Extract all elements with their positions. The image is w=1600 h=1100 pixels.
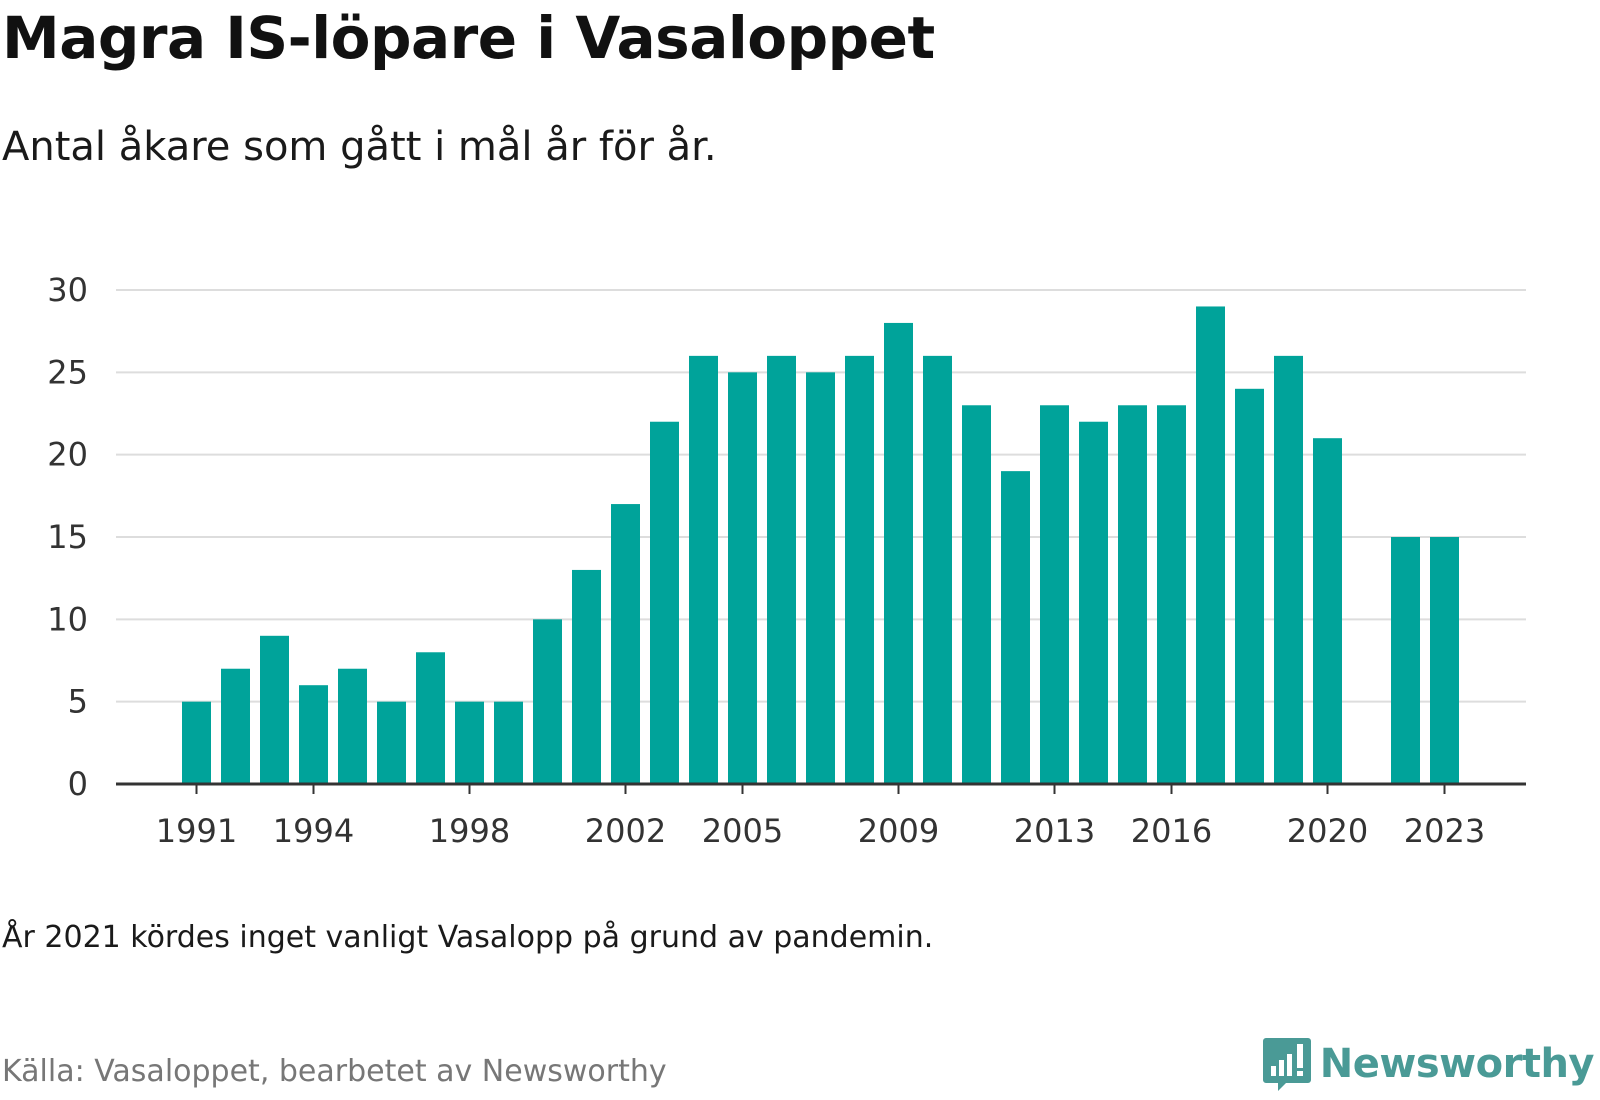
bar-2023: [1430, 537, 1459, 784]
bar-2010: [923, 355, 952, 784]
bar-2020: [1313, 438, 1342, 784]
bar-2006: [767, 355, 796, 784]
y-tick-label: 0: [68, 765, 88, 803]
x-tick-label: 2013: [1014, 812, 1095, 850]
bar-1992: [221, 668, 250, 784]
bar-2014: [1079, 421, 1108, 784]
bar-2002: [611, 504, 640, 784]
newsworthy-logo-icon: [1262, 1038, 1311, 1091]
x-tick-label: 2016: [1131, 812, 1212, 850]
x-tick-label: 2009: [858, 812, 939, 850]
y-tick-label: 20: [47, 436, 88, 474]
bar-2003: [650, 421, 679, 784]
x-tick-label: 2005: [702, 812, 783, 850]
bar-1995: [338, 668, 367, 784]
source-credit: Källa: Vasaloppet, bearbetet av Newswort…: [2, 1054, 667, 1089]
bar-1999: [494, 701, 523, 784]
bar-2022: [1391, 537, 1420, 784]
y-tick-label: 25: [47, 353, 88, 391]
x-tick-label: 2020: [1287, 812, 1368, 850]
bar-1996: [377, 701, 406, 784]
bar-2016: [1157, 405, 1186, 784]
bars: [182, 306, 1459, 784]
bar-2001: [572, 569, 601, 784]
x-axis: 1991 1994 1998 2002 2005 2009 2013 2016 2020 2023: [116, 782, 1526, 850]
x-tick-label: 1991: [156, 812, 237, 850]
y-tick-label: 15: [47, 518, 88, 556]
bar-2000: [533, 619, 562, 784]
bar-2005: [728, 372, 757, 784]
bar-2011: [962, 405, 991, 784]
bar-1993: [260, 635, 289, 784]
x-tick-label: 1994: [273, 812, 354, 850]
y-axis-ticks: 0 5 10 15 20 25 30: [47, 271, 88, 803]
y-tick-label: 5: [68, 683, 88, 721]
bar-chart: 0 5 10 15 20 25 30 1991 1994 1998 2002 2005 2009 201…: [47, 271, 1526, 850]
bar-1997: [416, 652, 445, 784]
chart-title: Magra IS-löpare i Vasaloppet: [2, 4, 935, 72]
bar-2008: [845, 355, 874, 784]
bar-2012: [1001, 471, 1030, 784]
x-tick-label: 1998: [429, 812, 510, 850]
x-tick-label: 2002: [585, 812, 666, 850]
brand-name: Newsworthy: [1319, 1041, 1595, 1087]
bar-2017: [1196, 306, 1225, 784]
bar-1994: [299, 685, 328, 784]
footnote: År 2021 kördes inget vanligt Vasalopp på…: [2, 920, 934, 955]
brand[interactable]: Newsworthy: [1262, 1036, 1595, 1092]
bar-2013: [1040, 405, 1069, 784]
bar-2015: [1118, 405, 1147, 784]
bar-1991: [182, 701, 211, 784]
bar-2004: [689, 355, 718, 784]
y-tick-label: 30: [47, 271, 88, 309]
chart-subtitle: Antal åkare som gått i mål år för år.: [2, 124, 717, 170]
bar-2007: [806, 372, 835, 784]
bar-2019: [1274, 355, 1303, 784]
x-tick-label: 2023: [1404, 812, 1485, 850]
bar-2018: [1235, 388, 1264, 784]
y-tick-label: 10: [47, 600, 88, 638]
bar-2009: [884, 322, 913, 784]
bar-1998: [455, 701, 484, 784]
